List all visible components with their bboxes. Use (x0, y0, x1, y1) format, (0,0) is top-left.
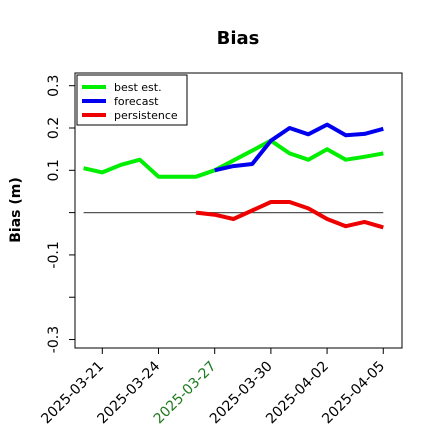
series-line-best-est (83, 157, 216, 179)
y-tick-label: -0.3 (46, 326, 62, 353)
plot-frame (74, 72, 403, 349)
series-line-persistence (195, 200, 384, 230)
legend-label: persistence (114, 109, 178, 122)
plot-area: 0.30.20.1-0.1-0.32025-03-212025-03-24202… (38, 75, 388, 428)
y-axis-label: Bias (m) (8, 177, 24, 243)
chart-title: Bias (217, 28, 260, 49)
legend-label: forecast (114, 95, 159, 108)
y-tick-label: 0.3 (46, 75, 62, 97)
series-line-forecast (214, 122, 384, 173)
y-tick-label: 0.2 (46, 117, 62, 139)
series-line-best-est (269, 139, 384, 162)
series-line-connector (213, 138, 272, 173)
y-tick-label: 0.1 (46, 159, 62, 181)
y-tick-label: -0.1 (46, 241, 62, 268)
legend-label: best est. (114, 81, 162, 94)
